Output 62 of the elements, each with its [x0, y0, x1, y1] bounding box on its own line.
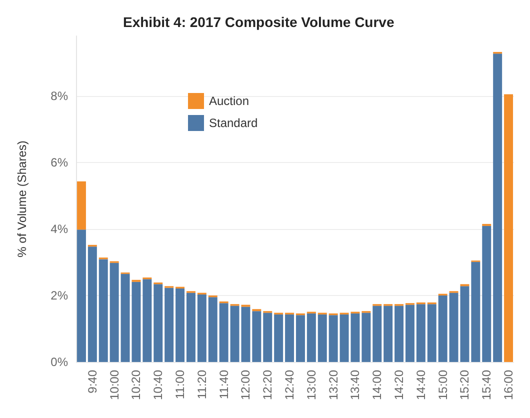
bar — [504, 94, 514, 362]
bar — [219, 303, 228, 362]
bar — [372, 306, 382, 362]
y-tick-label: 2% — [50, 288, 68, 302]
bar — [427, 304, 436, 362]
bar — [154, 284, 163, 362]
x-tick-label: 11:00 — [173, 370, 188, 400]
chart-title: Exhibit 4: 2017 Composite Volume Curve — [123, 14, 394, 30]
x-tick-label: 10:40 — [151, 370, 166, 400]
x-tick-label: 14:20 — [392, 370, 406, 400]
x-tick-label: 15:40 — [480, 370, 494, 400]
bar — [76, 181, 86, 230]
x-tick-label: 15:00 — [436, 370, 450, 400]
x-tick-label: 16:00 — [502, 370, 516, 400]
bar — [362, 312, 371, 362]
x-tick-label: 12:00 — [238, 370, 253, 400]
x-tick-label: 10:20 — [129, 370, 144, 400]
y-axis-title: % of Volume (Shares) — [15, 140, 29, 258]
bar — [405, 304, 414, 362]
x-tick-label: 13:00 — [304, 370, 318, 400]
bar — [164, 288, 174, 362]
bar — [98, 259, 108, 362]
bar — [274, 314, 284, 362]
x-tick-label: 12:20 — [260, 370, 275, 400]
bar — [76, 230, 86, 362]
bar — [208, 297, 218, 362]
bar — [328, 315, 338, 362]
x-tick-label: 13:20 — [326, 370, 340, 400]
bar — [482, 226, 492, 362]
x-tick-label: 12:40 — [282, 370, 297, 400]
bar — [197, 294, 206, 362]
bar — [296, 315, 305, 362]
bar — [110, 262, 119, 362]
x-tick-label: 14:00 — [370, 370, 384, 400]
x-tick-label: 11:40 — [216, 370, 231, 400]
bar — [142, 279, 152, 362]
x-tick-label: 15:20 — [458, 370, 472, 400]
y-tick-label: 0% — [50, 355, 68, 369]
y-tick-label: 6% — [50, 155, 68, 170]
x-tick-label: 14:40 — [414, 370, 428, 400]
x-tick-label: 13:40 — [348, 370, 362, 400]
bar — [394, 306, 404, 362]
bar — [306, 313, 316, 362]
bar — [318, 314, 327, 362]
y-tick-label: 8% — [50, 88, 68, 103]
bar — [186, 292, 196, 362]
bar — [263, 312, 272, 362]
bar — [285, 314, 294, 362]
bar — [493, 54, 502, 362]
bar — [88, 246, 97, 362]
bar — [384, 306, 393, 362]
bar — [252, 311, 262, 362]
legend-label: Auction — [209, 94, 250, 108]
x-tick-label: 9:40 — [85, 370, 100, 394]
y-tick-label: 4% — [50, 222, 68, 236]
x-tick-label: 11:20 — [194, 370, 209, 400]
bar — [176, 288, 185, 362]
legend-label: Standard — [209, 116, 258, 130]
x-tick-label: 10:00 — [107, 370, 122, 400]
bar — [471, 262, 480, 362]
bar — [438, 295, 448, 362]
bar — [416, 304, 426, 362]
